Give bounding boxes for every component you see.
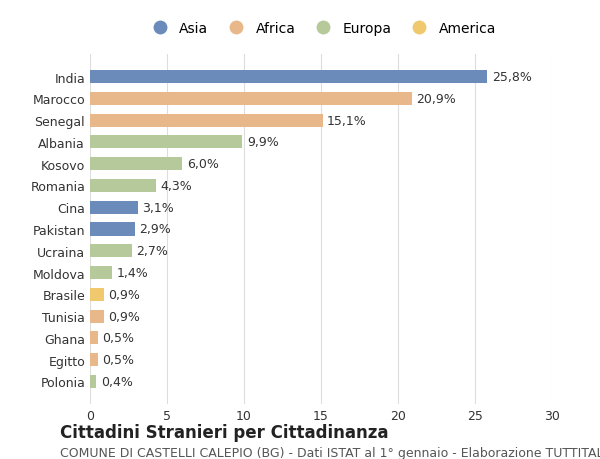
Text: 0,4%: 0,4% bbox=[101, 375, 133, 388]
Text: 0,9%: 0,9% bbox=[109, 288, 140, 301]
Bar bbox=[90, 288, 104, 301]
Text: COMUNE DI CASTELLI CALEPIO (BG) - Dati ISTAT al 1° gennaio - Elaborazione TUTTIT: COMUNE DI CASTELLI CALEPIO (BG) - Dati I… bbox=[60, 446, 600, 459]
Text: Cittadini Stranieri per Cittadinanza: Cittadini Stranieri per Cittadinanza bbox=[60, 423, 389, 441]
Text: 2,7%: 2,7% bbox=[136, 245, 168, 257]
Text: 6,0%: 6,0% bbox=[187, 158, 219, 171]
Bar bbox=[90, 223, 134, 236]
Bar bbox=[90, 71, 487, 84]
Bar bbox=[90, 245, 131, 258]
Bar bbox=[90, 375, 96, 388]
Text: 4,3%: 4,3% bbox=[161, 179, 193, 192]
Bar bbox=[90, 93, 412, 106]
Text: 0,9%: 0,9% bbox=[109, 310, 140, 323]
Text: 0,5%: 0,5% bbox=[103, 331, 134, 345]
Text: 0,5%: 0,5% bbox=[103, 353, 134, 366]
Bar bbox=[90, 179, 156, 193]
Bar bbox=[90, 310, 104, 323]
Bar bbox=[90, 158, 182, 171]
Bar bbox=[90, 201, 138, 214]
Text: 2,9%: 2,9% bbox=[139, 223, 171, 236]
Legend: Asia, Africa, Europa, America: Asia, Africa, Europa, America bbox=[140, 17, 502, 42]
Text: 9,9%: 9,9% bbox=[247, 136, 279, 149]
Bar bbox=[90, 136, 242, 149]
Bar bbox=[90, 331, 98, 345]
Text: 25,8%: 25,8% bbox=[492, 71, 532, 84]
Text: 20,9%: 20,9% bbox=[416, 93, 456, 106]
Text: 3,1%: 3,1% bbox=[142, 202, 174, 214]
Bar bbox=[90, 266, 112, 280]
Bar bbox=[90, 353, 98, 366]
Bar bbox=[90, 114, 323, 128]
Text: 1,4%: 1,4% bbox=[116, 267, 148, 280]
Text: 15,1%: 15,1% bbox=[327, 114, 367, 128]
